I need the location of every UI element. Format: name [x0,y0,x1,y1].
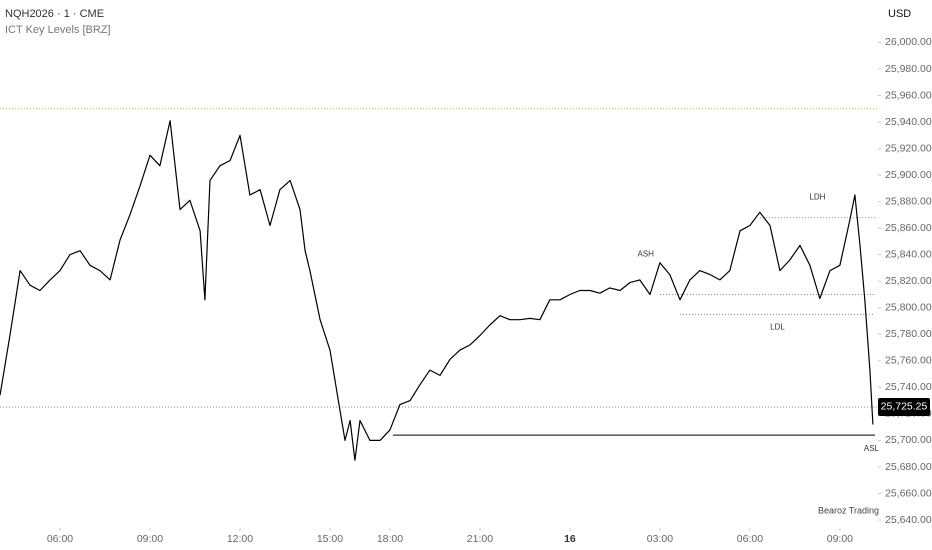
y-tick-label: 25,900.00 [885,169,932,181]
y-tick-label: 25,780.00 [885,328,932,340]
x-tick-label: 15:00 [317,533,343,545]
y-tick-label: 25,700.00 [885,434,932,446]
watermark: Bearoz Trading [818,505,879,515]
y-tick-label: 25,960.00 [885,89,932,101]
y-tick-label: 25,740.00 [885,381,932,393]
indicator-name: ICT Key Levels [BRZ] [5,24,111,36]
x-tick-label: 06:00 [47,533,73,545]
currency-label: USD [888,8,911,20]
symbol-title: NQH2026 · 1 · CME [5,8,104,20]
price-line [0,120,874,461]
x-tick-label: 09:00 [137,533,163,545]
y-tick-label: 25,880.00 [885,195,932,207]
y-tick-label: 25,800.00 [885,302,932,314]
y-tick-label: 25,660.00 [885,487,932,499]
y-tick-label: 25,980.00 [885,63,932,75]
y-tick-label: 26,000.00 [885,36,932,48]
x-tick-label: 03:00 [647,533,673,545]
y-tick-label: 25,820.00 [885,275,932,287]
x-tick-label: 09:00 [827,533,853,545]
x-tick-label: 16 [564,533,576,545]
x-tick-label: 06:00 [737,533,763,545]
price-tag [878,397,930,416]
x-tick-label: 18:00 [377,533,403,545]
y-tick-label: 25,940.00 [885,116,932,128]
y-tick-label: 25,640.00 [885,514,932,526]
level-label: LDH [809,193,825,202]
price-tag-label: 25,725.25 [881,401,928,413]
level-label: ASL [864,444,880,453]
y-tick-label: 25,760.00 [885,355,932,367]
y-tick-label: 25,680.00 [885,461,932,473]
y-tick-label: 25,840.00 [885,248,932,260]
level-label: LDL [770,323,785,332]
x-tick-label: 21:00 [467,533,493,545]
y-tick-label: 25,860.00 [885,222,932,234]
y-tick-label: 25,920.00 [885,142,932,154]
x-tick-label: 12:00 [227,533,253,545]
level-label: ASH [637,250,654,259]
